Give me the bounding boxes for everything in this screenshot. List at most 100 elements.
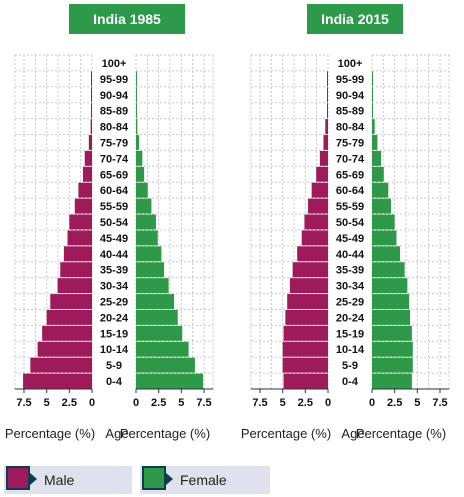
age-label-2015: 95-99	[336, 74, 364, 86]
bar-male-2015	[292, 262, 328, 278]
age-label-2015: 10-14	[336, 344, 365, 356]
x-axis-label-female-1985: Percentage (%)	[120, 426, 210, 441]
age-label-2015: 100+	[338, 58, 363, 70]
bar-male-2015	[327, 87, 328, 103]
bar-female-2015	[372, 214, 395, 230]
bar-female-1985	[136, 135, 140, 150]
chart-title-2015: India 2015	[307, 4, 403, 34]
bar-male-2015	[316, 166, 328, 182]
bar-female-2015	[372, 309, 411, 325]
age-label-1985: 100+	[102, 58, 127, 70]
bar-female-2015	[372, 230, 397, 246]
bar-male-2015	[283, 325, 328, 341]
bar-female-1985	[136, 87, 137, 103]
age-label-2015: 65-69	[336, 169, 364, 181]
age-label-1985: 20-24	[100, 312, 129, 324]
bar-male-2015	[308, 198, 328, 214]
bar-male-1985	[30, 357, 93, 373]
bar-male-1985	[91, 71, 92, 87]
bar-male-1985	[78, 182, 92, 198]
age-label-1985: 85-89	[100, 106, 128, 118]
tick-label-female-2015: 7.5	[432, 397, 447, 409]
age-label-2015: 0-4	[342, 376, 359, 388]
bar-male-2015	[282, 341, 328, 357]
bar-male-1985	[60, 262, 92, 278]
age-label-2015: 35-39	[336, 265, 364, 277]
bar-male-2015	[327, 103, 328, 119]
x-axis-label-female-2015: Percentage (%)	[356, 426, 446, 441]
bar-male-1985	[82, 166, 92, 182]
bar-female-1985	[136, 150, 143, 166]
age-label-2015: 15-19	[336, 328, 364, 340]
bar-male-2015	[282, 357, 328, 373]
bar-female-2015	[372, 278, 408, 294]
age-label-1985: 40-44	[100, 249, 129, 261]
tick-label-female-2015: 2.5	[387, 397, 402, 409]
tick-label-male-1985: 7.5	[16, 397, 31, 409]
tick-label-female-1985: 5	[178, 397, 184, 409]
age-label-1985: 15-19	[100, 328, 128, 340]
age-label-2015: 80-84	[336, 122, 365, 134]
bar-female-1985	[136, 357, 195, 373]
bar-male-2015	[327, 71, 328, 87]
bar-female-1985	[136, 278, 169, 294]
bar-male-2015	[297, 246, 328, 262]
bar-male-1985	[67, 230, 92, 246]
bar-female-2015	[372, 87, 373, 103]
age-label-1985: 80-84	[100, 122, 129, 134]
bar-male-2015	[325, 119, 328, 135]
bar-female-2015	[372, 262, 405, 278]
bar-male-1985	[69, 214, 92, 230]
age-axis-label-2015: Age	[341, 426, 364, 441]
chart-title-1985: India 1985	[69, 4, 185, 34]
tick-label-male-1985: 2.5	[62, 397, 77, 409]
bar-male-2015	[323, 135, 328, 150]
age-label-2015: 20-24	[336, 312, 365, 324]
age-label-2015: 50-54	[336, 217, 365, 229]
age-label-2015: 70-74	[336, 153, 365, 165]
legend-female-swatch	[142, 466, 166, 490]
tick-label-female-2015: 0	[369, 397, 375, 409]
bar-female-1985	[136, 214, 156, 230]
bar-female-1985	[136, 373, 204, 389]
bar-male-1985	[84, 150, 92, 166]
tick-label-male-1985: 5	[44, 397, 50, 409]
age-label-2015: 55-59	[336, 201, 364, 213]
tick-label-male-1985: 0	[89, 397, 95, 409]
age-label-1985: 60-64	[100, 185, 129, 197]
bar-female-2015	[372, 325, 412, 341]
age-label-1985: 25-29	[100, 297, 128, 309]
bar-female-1985	[136, 198, 152, 214]
bar-female-2015	[372, 182, 389, 198]
tick-label-male-2015: 0	[325, 397, 331, 409]
bar-male-1985	[90, 119, 92, 135]
tick-label-female-2015: 5	[414, 397, 420, 409]
bar-male-1985	[88, 135, 92, 150]
bar-male-2015	[301, 230, 328, 246]
bar-female-2015	[372, 373, 412, 389]
bar-male-1985	[46, 309, 92, 325]
age-label-1985: 75-79	[100, 137, 128, 149]
bar-female-1985	[136, 103, 137, 119]
x-axis-label-male-2015: Percentage (%)	[241, 426, 331, 441]
legend-male-swatch	[6, 466, 30, 490]
age-label-1985: 10-14	[100, 344, 129, 356]
bar-female-1985	[136, 182, 148, 198]
bar-male-2015	[287, 294, 328, 309]
age-label-1985: 95-99	[100, 74, 128, 86]
tick-label-male-2015: 2.5	[298, 397, 313, 409]
tick-label-female-1985: 7.5	[196, 397, 211, 409]
bar-female-2015	[372, 150, 382, 166]
age-label-2015: 30-34	[336, 281, 365, 293]
age-label-1985: 0-4	[106, 376, 123, 388]
age-label-1985: 55-59	[100, 201, 128, 213]
legend-female-label: Female	[180, 472, 227, 488]
bar-male-1985	[63, 246, 92, 262]
bar-female-1985	[136, 119, 138, 135]
bar-female-2015	[372, 246, 401, 262]
bar-male-1985	[74, 198, 92, 214]
age-label-1985: 65-69	[100, 169, 128, 181]
age-label-2015: 90-94	[336, 90, 365, 102]
age-label-2015: 85-89	[336, 106, 364, 118]
bar-female-1985	[136, 71, 137, 87]
